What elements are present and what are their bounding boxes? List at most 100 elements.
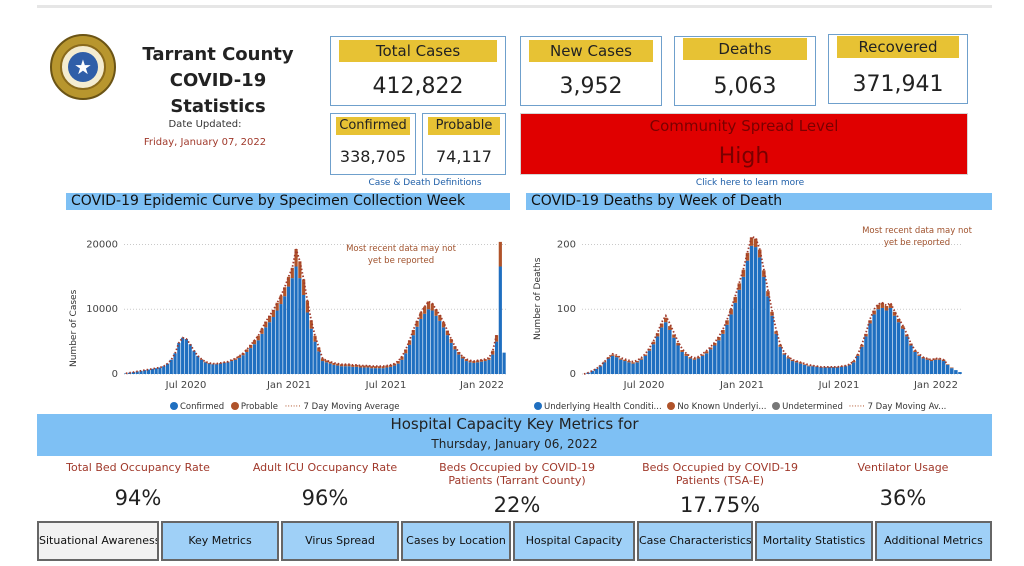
bar-underlying-health-conditi-	[794, 362, 799, 374]
confirmed-value: 338,705	[339, 147, 407, 166]
bar-underlying-health-conditi-	[672, 337, 676, 374]
bar-underlying-health-conditi-	[839, 366, 844, 374]
hospital-capacity-date: Thursday, January 06, 2022	[431, 437, 598, 451]
bar-confirmed	[275, 310, 279, 374]
tab-key-metrics[interactable]: Key Metrics	[161, 521, 279, 561]
bar-underlying-health-conditi-	[733, 302, 737, 374]
bar-confirmed	[154, 368, 158, 374]
bar-confirmed	[460, 358, 465, 374]
community-spread-card[interactable]: Community Spread Level High	[520, 113, 968, 175]
bar-no-known-underlyi-	[643, 354, 648, 356]
bar-no-known-underlyi-	[602, 361, 607, 363]
bar-no-known-underlyi-	[860, 344, 864, 347]
bar-probable	[256, 335, 260, 341]
tab-additional-metrics[interactable]: Additional Metrics	[875, 521, 992, 561]
case-death-definitions-link[interactable]: Case & Death Definitions	[368, 178, 482, 188]
tab-mortality-statistics[interactable]: Mortality Statistics	[755, 521, 873, 561]
bar-probable	[476, 360, 480, 363]
bar-underlying-health-conditi-	[659, 327, 664, 374]
bar-underlying-health-conditi-	[913, 351, 917, 374]
bar-confirmed	[302, 294, 306, 374]
bar-underlying-health-conditi-	[786, 358, 791, 374]
metric-adult-icu-value: 96%	[301, 486, 349, 510]
bar-no-known-underlyi-	[933, 358, 938, 360]
bar-underlying-health-conditi-	[684, 355, 688, 374]
bar-underlying-health-conditi-	[782, 354, 787, 374]
metric-beds-tarrant-label: Beds Occupied by COVID-19 Patients (Tarr…	[439, 461, 595, 487]
tab-cases-by-location[interactable]: Cases by Location	[401, 521, 511, 561]
bar-no-known-underlyi-	[684, 353, 688, 356]
bar-underlying-health-conditi-	[921, 358, 925, 374]
recovered-label: Recovered	[837, 36, 959, 58]
bar-underlying-health-conditi-	[643, 355, 648, 374]
bar-confirmed	[434, 315, 438, 374]
deaths-label: Deaths	[683, 38, 807, 60]
bar-confirmed	[294, 266, 298, 374]
bar-confirmed	[381, 368, 385, 374]
tab-case-characteristics[interactable]: Case Characteristics	[637, 521, 753, 561]
bar-no-known-underlyi-	[917, 354, 921, 356]
bar-confirmed	[385, 367, 389, 374]
bar-underlying-health-conditi-	[757, 257, 762, 374]
bar-underlying-health-conditi-	[688, 358, 693, 374]
bar-confirmed	[290, 278, 294, 374]
bar-probable	[381, 366, 385, 369]
bar-underlying-health-conditi-	[823, 367, 827, 374]
bar-underlying-health-conditi-	[888, 307, 893, 374]
bar-confirmed	[215, 364, 219, 374]
bar-confirmed	[245, 351, 249, 374]
bar-probable	[389, 364, 393, 367]
bar-underlying-health-conditi-	[802, 364, 807, 374]
bar-underlying-health-conditi-	[721, 333, 725, 374]
bar-confirmed	[298, 278, 302, 374]
bar-underlying-health-conditi-	[778, 346, 782, 374]
bar-confirmed	[177, 342, 181, 374]
learn-more-link[interactable]: Click here to learn more	[695, 178, 805, 188]
bar-confirmed	[199, 359, 204, 374]
moving-average-line	[125, 248, 498, 375]
bar-confirmed	[377, 368, 381, 374]
bar-underlying-health-conditi-	[790, 361, 795, 374]
bar-underlying-health-conditi-	[929, 361, 934, 374]
community-spread-label: Community Spread Level	[649, 117, 839, 135]
bar-probable	[252, 340, 257, 345]
metric-beds-tsae-value: 17.75%	[679, 493, 761, 517]
bar-confirmed	[396, 363, 400, 374]
bar-confirmed	[430, 310, 434, 374]
bar-probable	[313, 335, 317, 342]
bar-underlying-health-conditi-	[635, 362, 639, 374]
bar-probable	[275, 302, 279, 311]
bar-no-known-underlyi-	[884, 306, 889, 311]
bar-confirmed	[233, 359, 238, 374]
tab-situational-awareness[interactable]: Situational Awareness	[37, 521, 159, 561]
probable-card: Probable 74,117	[422, 113, 506, 175]
bar-no-known-underlyi-	[639, 358, 643, 360]
bar-no-known-underlyi-	[737, 283, 742, 290]
bar-confirmed	[218, 363, 223, 374]
bar-probable	[317, 347, 321, 352]
bar-confirmed	[411, 335, 415, 374]
bar-underlying-health-conditi-	[766, 296, 770, 374]
bar-confirmed	[400, 359, 404, 374]
bar-probable	[271, 309, 275, 318]
bar-no-known-underlyi-	[929, 359, 934, 362]
bar-confirmed	[226, 362, 230, 374]
community-spread-value: High	[718, 144, 770, 169]
bar-no-known-underlyi-	[614, 355, 619, 358]
bar-no-known-underlyi-	[827, 366, 831, 368]
bar-confirmed	[407, 344, 412, 374]
bar-probable	[445, 330, 449, 336]
legend-underlying: Underlying Health Conditi...	[544, 402, 662, 412]
bar-probable	[415, 320, 419, 327]
bar-probable	[336, 363, 340, 366]
bar-underlying-health-conditi-	[700, 355, 705, 374]
y-axis-label: Number of Cases	[69, 289, 79, 367]
recent-data-note: Most recent data may not yet be reported	[862, 226, 972, 248]
tab-hospital-capacity[interactable]: Hospital Capacity	[513, 521, 635, 561]
bar-confirmed	[260, 333, 264, 374]
bar-probable	[483, 359, 487, 362]
tab-virus-spread[interactable]: Virus Spread	[281, 521, 399, 561]
bar-confirmed	[241, 355, 245, 374]
bar-no-known-underlyi-	[627, 361, 631, 363]
bar-no-known-underlyi-	[892, 311, 897, 316]
